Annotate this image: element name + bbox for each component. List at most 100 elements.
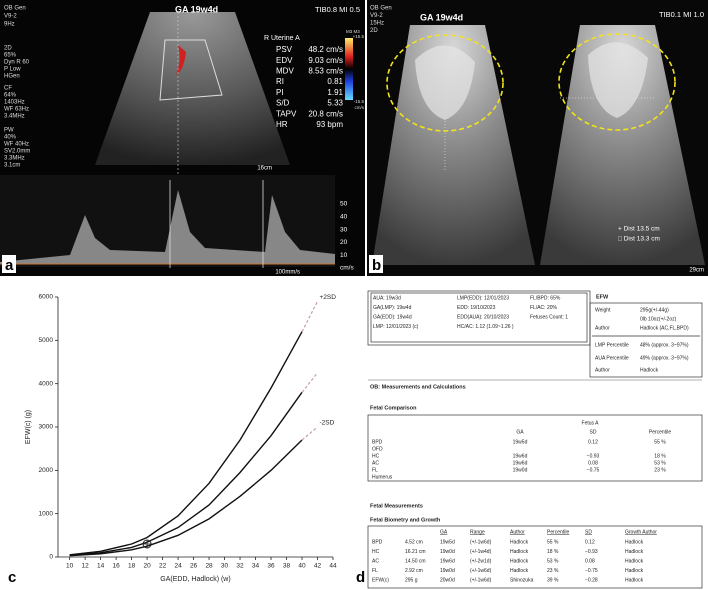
setting-text: P Low <box>4 67 21 73</box>
setting-text: CF <box>4 86 12 92</box>
color-bar-label: cm/s <box>355 105 365 110</box>
efw-text: 295g(+/-44g) <box>640 307 669 313</box>
table-cell: −0.75 <box>587 467 600 473</box>
measure-value: 8.53 cm/s <box>308 67 343 76</box>
marker-cross <box>143 540 152 548</box>
summary-box-inner <box>370 292 588 343</box>
series-extension <box>301 372 318 393</box>
setting-text: V9-2 <box>370 13 383 19</box>
fetus-label: Fetus A <box>582 420 600 426</box>
setting-text: 1403Hz <box>4 100 25 106</box>
efw-text: 48% (approx. 3~97%) <box>640 342 689 348</box>
setting-text: OB Gen <box>370 6 392 12</box>
table-cell: −0.75 <box>585 568 598 574</box>
y-tick-label: 1000 <box>39 510 54 517</box>
x-tick-label: 44 <box>329 563 337 570</box>
series-line <box>69 391 303 556</box>
table-cell: 0.08 <box>588 460 598 466</box>
table-cell: AC <box>372 460 379 466</box>
letter-bg <box>369 255 383 273</box>
setting-text: 64% <box>4 93 17 99</box>
table-cell: AC <box>372 558 379 564</box>
measure-label: TAPV <box>276 109 297 118</box>
table-cell: Hadlock <box>625 558 644 564</box>
panel-b <box>367 0 708 276</box>
table-cell: Humerus <box>372 474 393 480</box>
summary-text: EDD(AUA): 20/10/2023 <box>457 314 509 320</box>
velocity-tick: cm/s <box>340 265 354 272</box>
setting-text: HGen <box>4 74 20 80</box>
x-tick-label: 36 <box>267 563 275 570</box>
measure-label: PI <box>276 88 284 97</box>
table-cell: Hadlock <box>510 568 529 574</box>
table-cell: 0.12 <box>588 439 598 445</box>
table-cell: (+/-1w6d) <box>470 568 492 574</box>
summary-text: Fetuses Count: 1 <box>530 314 568 320</box>
table-header: GA <box>516 429 524 435</box>
measure-label: HR <box>276 120 288 129</box>
table-cell: Hadlock <box>510 549 529 555</box>
measure-label: PSV <box>276 45 293 54</box>
efw-box <box>589 302 703 378</box>
table-cell: Hadlock <box>510 558 529 564</box>
setting-text: 3.4MHz <box>4 114 25 120</box>
setting-text: 3.3MHz <box>4 156 25 162</box>
doppler-spectrum <box>0 190 335 264</box>
efw-text: Author <box>595 325 610 331</box>
sweep-label: 100mm/s <box>275 270 300 276</box>
table-cell: 295 g <box>405 577 418 583</box>
table-cell: 4.52 cm <box>405 539 423 545</box>
y-tick-label: 0 <box>49 554 53 561</box>
table-cell: Hadlock <box>625 577 644 583</box>
table-cell: 18 % <box>654 453 666 459</box>
table-cell: FL <box>372 568 378 574</box>
summary-text: FL/AC: 20% <box>530 305 558 311</box>
table-cell: 19w5d <box>513 439 528 445</box>
y-tick-label: 4000 <box>39 380 54 387</box>
table-cell: (+/-1w4d) <box>470 549 492 555</box>
table-cell: HC <box>372 453 380 459</box>
efw-text: 0lb 10oz(+/-2oz) <box>640 316 677 322</box>
velocity-tick: 30 <box>340 226 348 233</box>
y-tick-label: 5000 <box>39 337 54 344</box>
table-cell: 55 % <box>547 539 559 545</box>
color-bar <box>345 38 353 100</box>
x-tick-label: 20 <box>143 563 151 570</box>
x-tick-label: 10 <box>66 563 74 570</box>
depth-label: 16cm <box>257 166 272 172</box>
summary-text: GA(EDD): 19w4d <box>373 314 412 320</box>
efw-text: AUA Percentile <box>595 355 629 361</box>
table-cell: 23 % <box>654 467 666 473</box>
series-extension <box>301 301 319 332</box>
color-bar-label: M3 M3 <box>346 29 360 34</box>
table-cell: Hadlock <box>625 568 644 574</box>
measure-value: 20.8 cm/s <box>308 109 343 118</box>
x-tick-label: 24 <box>174 563 182 570</box>
measure-value: 9.03 cm/s <box>308 56 343 65</box>
ga-header: GA 19w4d <box>175 4 218 14</box>
setting-text: 40% <box>4 135 17 141</box>
color-bar-label: +15.5 <box>353 34 365 39</box>
table-cell: (+/-1w6d) <box>470 539 492 545</box>
table-cell: (+/-1w6d) <box>470 577 492 583</box>
biometry-box <box>367 525 703 589</box>
table-header: Percentile <box>547 529 569 535</box>
velocity-tick: 50 <box>340 201 348 208</box>
table-cell: 14.50 cm <box>405 558 426 564</box>
panel-letter: a <box>5 257 14 274</box>
table-cell: BPD <box>372 439 383 445</box>
measure-value: 93 bpm <box>316 120 343 129</box>
table-cell: 2.92 cm <box>405 568 423 574</box>
table-cell: 19w0d <box>440 568 455 574</box>
x-tick-label: 34 <box>252 563 260 570</box>
table-cell: OFD <box>372 446 383 452</box>
efw-text: LMP Percentile <box>595 342 629 348</box>
table-cell: (+/-2w1d) <box>470 558 492 564</box>
table-cell: Hadlock <box>625 549 644 555</box>
setting-text: PW <box>4 128 14 134</box>
table-cell: 0.08 <box>585 558 595 564</box>
y-axis-label: EFW(c) (g) <box>25 410 32 444</box>
efw-text: 49% (approx. 3~97%) <box>640 355 689 361</box>
color-flow <box>176 45 186 75</box>
